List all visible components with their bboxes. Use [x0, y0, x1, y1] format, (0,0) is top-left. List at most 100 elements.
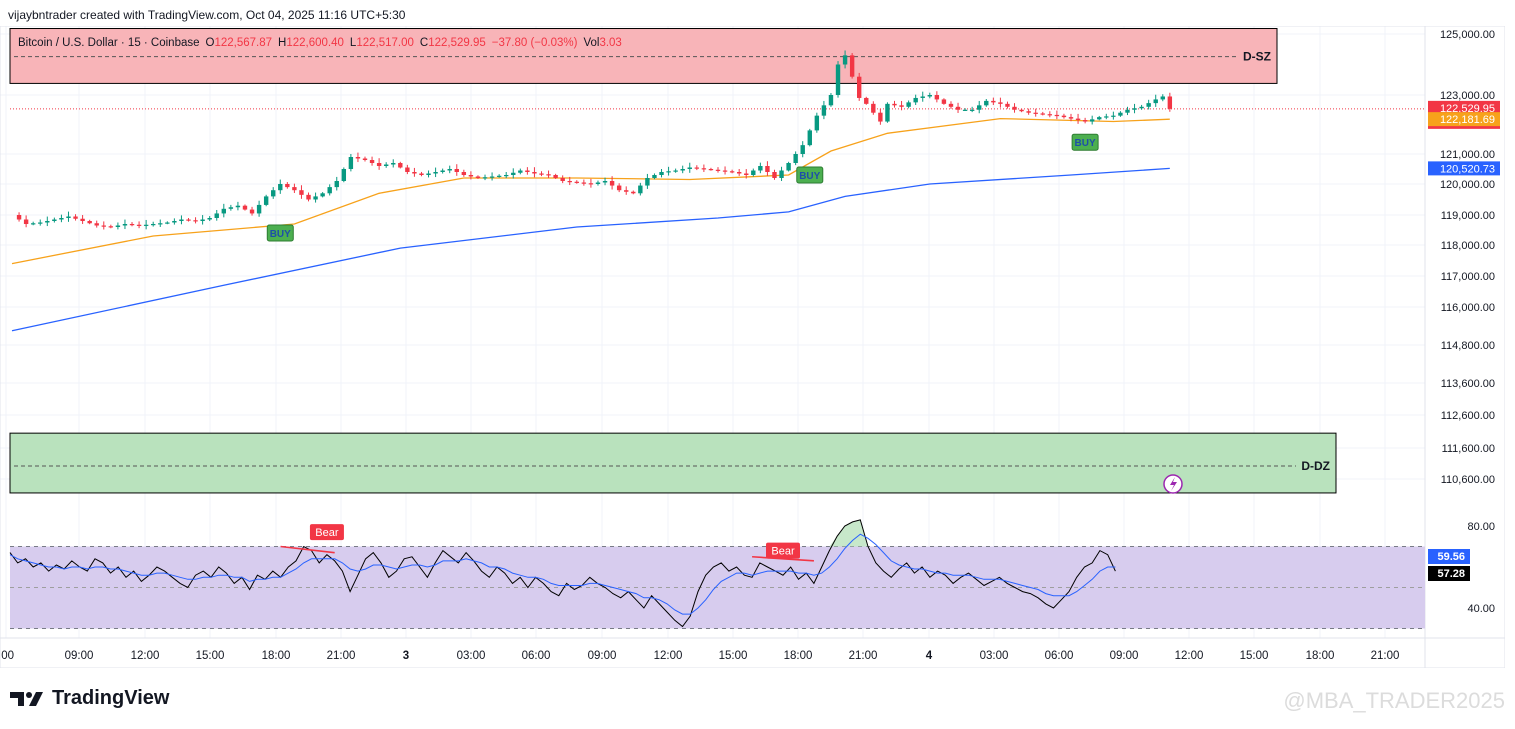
candle — [941, 98, 947, 105]
candle — [1054, 110, 1060, 120]
candle-body — [285, 184, 290, 188]
candle-body — [828, 95, 834, 106]
candle — [934, 91, 940, 103]
candle — [800, 141, 805, 158]
candle-body — [306, 194, 311, 200]
candle — [948, 101, 954, 109]
candle — [1118, 111, 1123, 117]
candle-body — [122, 224, 128, 226]
candle-body — [30, 223, 36, 225]
candle-body — [419, 173, 424, 175]
candle — [744, 169, 749, 179]
candle — [475, 175, 481, 179]
candle-body — [814, 115, 820, 131]
candle-body — [362, 158, 368, 160]
candle — [271, 187, 276, 199]
candle — [94, 220, 99, 228]
candle — [193, 217, 198, 224]
candle-body — [1125, 109, 1130, 113]
candle — [694, 165, 700, 171]
candle-body — [489, 176, 495, 178]
candle — [913, 94, 918, 106]
candle-body — [913, 97, 918, 103]
svg-text:Bitcoin / U.S. Dollar · 15 · C: Bitcoin / U.S. Dollar · 15 · Coinbase O12… — [18, 37, 622, 49]
candle — [772, 169, 777, 180]
time-tick-label: 4 — [926, 650, 933, 662]
zone-label: D-DZ — [1301, 459, 1330, 473]
candle-body — [849, 55, 855, 77]
rsi-tick-label: 80.00 — [1467, 521, 1495, 533]
candle-body — [645, 178, 650, 186]
candle-body — [179, 219, 184, 221]
buy-signal-box — [266, 224, 294, 242]
candle — [461, 169, 467, 177]
rsi-value-tag-text: 59.56 — [1437, 551, 1465, 563]
candle-body — [892, 103, 897, 106]
candle-body — [433, 172, 438, 174]
candle-body — [1160, 96, 1165, 100]
candle — [38, 219, 43, 226]
candle — [786, 161, 791, 172]
candle — [334, 176, 339, 191]
candle-body — [136, 224, 142, 226]
candle-body — [1068, 117, 1074, 119]
candle — [101, 221, 106, 230]
time-tick-label: 12:00 — [654, 650, 683, 662]
symbol-legend: Bitcoin / U.S. Dollar · 15 · Coinbase O12… — [18, 37, 622, 49]
price-axis: 125,000.00 123,000.00 121,000.00 120,000.00… — [1428, 29, 1500, 615]
time-tick-label: 21:00 — [849, 650, 878, 662]
price-tag-box — [1428, 161, 1500, 176]
tradingview-logo[interactable]: TradingView — [10, 687, 169, 710]
candle-body — [962, 109, 968, 111]
time-tick-label: 18:00 — [784, 650, 813, 662]
candle-body — [694, 167, 700, 169]
candle-body — [80, 218, 85, 221]
candle-body — [765, 166, 770, 172]
candle-body — [1075, 118, 1081, 121]
candle — [108, 224, 114, 229]
candle — [659, 169, 664, 178]
candle — [313, 192, 318, 203]
candle-body — [1026, 111, 1031, 113]
bear-signal: Bear — [766, 542, 800, 559]
candle-body — [151, 224, 156, 226]
moving-averages — [11, 117, 1170, 332]
candle-body — [588, 183, 594, 185]
candle — [454, 164, 459, 176]
candle-body — [546, 174, 551, 176]
candle — [214, 209, 219, 221]
candle — [1033, 108, 1038, 117]
candle — [228, 204, 234, 211]
candle — [207, 216, 212, 222]
candle — [588, 178, 594, 188]
candle — [892, 100, 897, 108]
candle — [440, 168, 445, 174]
candle — [1097, 115, 1102, 121]
candle — [369, 156, 375, 166]
candle-body — [871, 103, 876, 113]
candle — [1012, 103, 1017, 113]
candle — [158, 219, 163, 227]
candle — [574, 180, 579, 184]
candle-body — [864, 97, 869, 104]
price-tag-box — [1428, 112, 1500, 127]
candle-body — [560, 178, 565, 181]
candle-body — [631, 191, 636, 194]
price-tick-label: 123,000.00 — [1440, 90, 1495, 102]
candle-body — [885, 103, 890, 122]
candle-body — [1033, 112, 1038, 114]
candle-body — [715, 169, 721, 171]
candle-body — [1132, 108, 1137, 110]
candle-body — [45, 221, 50, 223]
candle-body — [744, 173, 749, 175]
buy-signal: BUY — [266, 224, 294, 242]
alert-icon[interactable] — [1163, 474, 1183, 494]
rsi-value-tag-text: 57.28 — [1437, 568, 1465, 580]
candle-body — [256, 204, 262, 214]
candle — [496, 174, 502, 178]
candle — [1061, 113, 1067, 119]
time-tick-label: 12:00 — [1175, 650, 1204, 662]
candle — [16, 212, 22, 222]
candle — [871, 101, 876, 115]
